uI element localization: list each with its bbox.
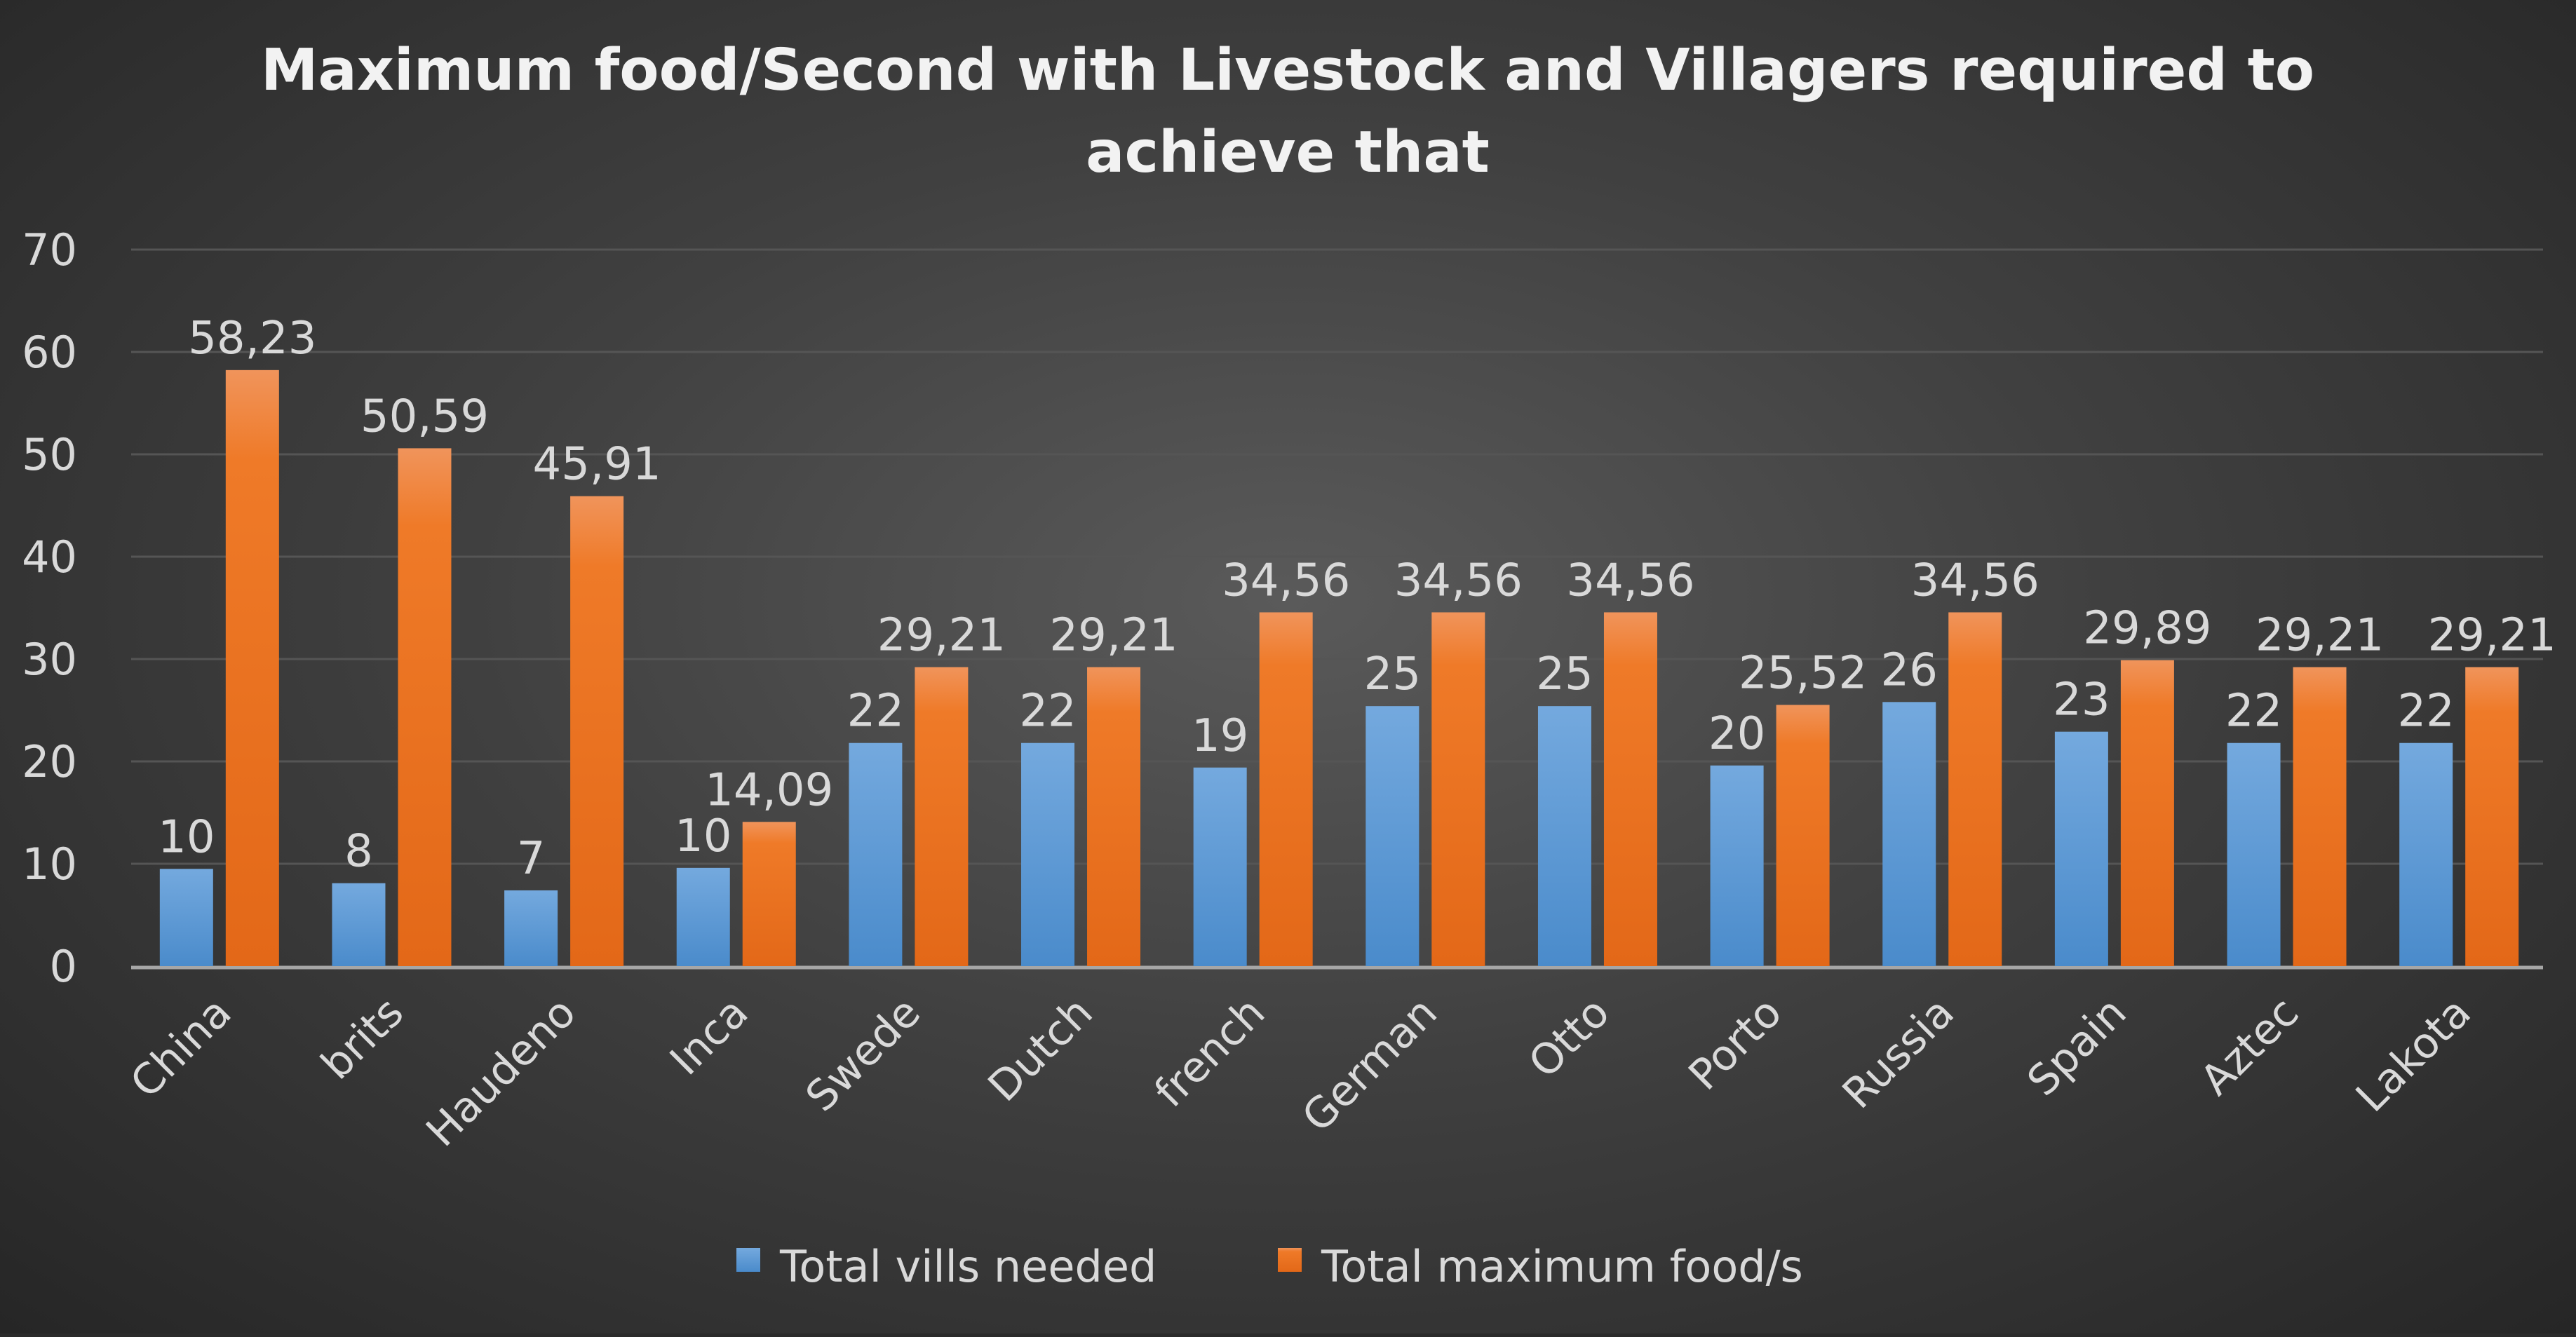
- legend-swatch-vills: [736, 1248, 760, 1272]
- y-tick-label: 10: [22, 839, 77, 890]
- bar-food: [1776, 705, 1830, 966]
- data-label-vills: 26: [1881, 644, 1938, 696]
- bar-vills: [1021, 742, 1075, 966]
- data-label-vills: 10: [158, 811, 215, 863]
- data-label-vills: 25: [1364, 649, 1421, 700]
- data-label-food: 34,56: [1911, 555, 2039, 606]
- x-tick-label: Lakota: [2347, 988, 2481, 1122]
- data-label-food: 34,56: [1566, 555, 1694, 606]
- bar-vills: [1710, 765, 1764, 966]
- legend-swatch-food: [1278, 1248, 1302, 1272]
- data-label-vills: 22: [1019, 686, 1076, 738]
- bar-food: [742, 822, 796, 966]
- bar-food: [1259, 612, 1313, 966]
- data-label-food: 14,09: [705, 764, 833, 816]
- bar-food: [2465, 667, 2519, 966]
- data-label-food: 25,52: [1739, 647, 1867, 699]
- bar-vills: [849, 742, 903, 966]
- x-tick-label: Dutch: [979, 988, 1102, 1111]
- bar-vills: [2054, 731, 2108, 966]
- chart-title-line-2: achieve that: [1086, 119, 1490, 186]
- bar-vills: [1365, 706, 1420, 966]
- bar-food: [2120, 660, 2174, 966]
- data-label-vills: 22: [847, 686, 904, 738]
- bar-vills: [2399, 742, 2453, 966]
- data-label-vills: 23: [2053, 674, 2110, 726]
- bar-food: [1603, 612, 1657, 966]
- data-label-food: 34,56: [1222, 555, 1350, 606]
- data-label-food: 58,23: [188, 313, 316, 365]
- x-tick-label: Aztec: [2191, 988, 2308, 1105]
- data-label-food: 29,21: [1049, 610, 1178, 662]
- bar-food: [225, 369, 279, 966]
- legend-label-food: Total maximum food/s: [1321, 1241, 1803, 1292]
- x-tick-label: Spain: [2018, 988, 2136, 1106]
- legend: Total vills needed Total maximum food/s: [736, 1241, 1803, 1292]
- bar-vills: [676, 867, 730, 966]
- bar-food: [570, 496, 624, 966]
- bar-food: [1431, 612, 1485, 966]
- y-tick-label: 70: [22, 224, 77, 276]
- data-label-food: 50,59: [360, 391, 489, 442]
- bar-food: [915, 667, 969, 966]
- y-tick-label: 40: [22, 531, 77, 583]
- data-label-food: 29,21: [2428, 610, 2556, 662]
- bar-food: [1087, 667, 1141, 966]
- data-label-food: 29,21: [877, 610, 1006, 662]
- data-label-food: 45,91: [532, 439, 661, 491]
- data-label-vills: 25: [1536, 649, 1593, 700]
- data-label-vills: 22: [2397, 686, 2454, 738]
- chart-title-line-1: Maximum food/Second with Livestock and V…: [261, 37, 2314, 104]
- x-tick-label: Otto: [1519, 988, 1619, 1087]
- data-label-vills: 19: [1192, 710, 1248, 762]
- x-tick-label: China: [121, 988, 241, 1108]
- x-tick-label: Porto: [1680, 988, 1792, 1100]
- x-tick-label: Swede: [797, 988, 930, 1121]
- y-tick-label: 60: [22, 327, 77, 378]
- bar-vills: [1882, 702, 1936, 966]
- bar-food: [1948, 612, 2002, 966]
- x-tick-label: brits: [312, 988, 413, 1089]
- y-tick-label: 50: [22, 429, 77, 480]
- bar-vills: [1537, 706, 1591, 966]
- data-label-food: 34,56: [1394, 555, 1523, 606]
- legend-label-vills: Total vills needed: [779, 1241, 1156, 1292]
- x-tick-label: french: [1145, 988, 1274, 1117]
- bar-vills: [159, 869, 213, 966]
- x-tick-label: Inca: [661, 988, 757, 1085]
- bar-food: [2293, 667, 2347, 966]
- data-label-vills: 7: [517, 833, 546, 885]
- y-tick-label: 20: [22, 736, 77, 787]
- data-label-vills: 22: [2225, 686, 2282, 738]
- x-tick-label: Haudeno: [417, 988, 586, 1156]
- data-label-vills: 8: [344, 826, 373, 878]
- data-label-vills: 10: [675, 810, 731, 862]
- x-tick-label: German: [1293, 988, 1447, 1141]
- data-label-vills: 20: [1708, 708, 1765, 760]
- bar-vills: [1193, 767, 1247, 966]
- bar-vills: [332, 883, 386, 966]
- y-tick-label: 0: [50, 941, 77, 992]
- bar-food: [398, 448, 452, 966]
- y-tick-label: 30: [22, 634, 77, 685]
- bar-vills: [504, 890, 558, 966]
- data-label-food: 29,21: [2255, 610, 2384, 662]
- bar-vills: [2227, 742, 2281, 966]
- x-tick-label: Russia: [1833, 988, 1964, 1118]
- data-label-food: 29,89: [2083, 603, 2211, 655]
